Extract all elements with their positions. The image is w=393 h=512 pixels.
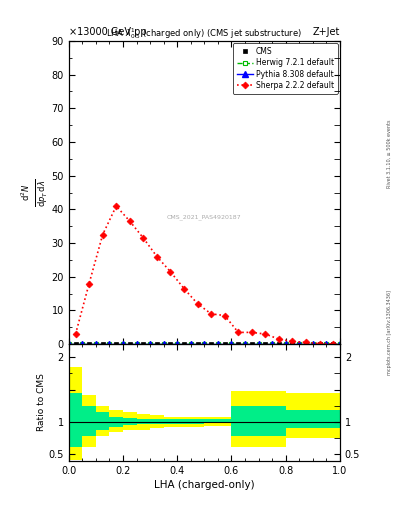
CMS [290, 341, 295, 347]
CMS [209, 341, 213, 347]
CMS [317, 341, 322, 347]
Herwig 7.2.1 default [107, 341, 112, 347]
Text: Z+Jet: Z+Jet [312, 27, 340, 37]
Sherpa 2.2.2 default [141, 235, 146, 241]
Line: Pythia 8.308 default: Pythia 8.308 default [66, 342, 343, 347]
Sherpa 2.2.2 default [250, 329, 254, 335]
Pythia 8.308 default [256, 341, 261, 347]
Sherpa 2.2.2 default [263, 331, 268, 337]
Herwig 7.2.1 default [148, 341, 152, 347]
CMS [141, 341, 146, 347]
Pythia 8.308 default [202, 341, 207, 347]
Pythia 8.308 default [324, 341, 329, 347]
Sherpa 2.2.2 default [277, 336, 281, 342]
Herwig 7.2.1 default [310, 341, 315, 347]
Sherpa 2.2.2 default [317, 340, 322, 347]
Herwig 7.2.1 default [66, 341, 71, 347]
Pythia 8.308 default [134, 341, 139, 347]
Herwig 7.2.1 default [134, 341, 139, 347]
Herwig 7.2.1 default [283, 341, 288, 347]
Herwig 7.2.1 default [94, 341, 98, 347]
Text: mcplots.cern.ch [arXiv:1306.3436]: mcplots.cern.ch [arXiv:1306.3436] [387, 290, 392, 375]
Herwig 7.2.1 default [215, 341, 220, 347]
Pythia 8.308 default [148, 341, 152, 347]
Pythia 8.308 default [310, 341, 315, 347]
Sherpa 2.2.2 default [127, 218, 132, 224]
Pythia 8.308 default [229, 341, 234, 347]
Sherpa 2.2.2 default [182, 286, 186, 292]
Sherpa 2.2.2 default [100, 231, 105, 238]
Herwig 7.2.1 default [161, 341, 166, 347]
Herwig 7.2.1 default [189, 341, 193, 347]
Line: Sherpa 2.2.2 default: Sherpa 2.2.2 default [73, 204, 336, 346]
Pythia 8.308 default [243, 341, 248, 347]
Herwig 7.2.1 default [202, 341, 207, 347]
Sherpa 2.2.2 default [331, 341, 336, 347]
Line: Herwig 7.2.1 default: Herwig 7.2.1 default [66, 342, 342, 347]
Pythia 8.308 default [66, 341, 71, 347]
Pythia 8.308 default [121, 341, 125, 347]
Herwig 7.2.1 default [338, 341, 342, 347]
CMS [195, 341, 200, 347]
Text: ×13000 GeV pp: ×13000 GeV pp [69, 27, 147, 37]
Herwig 7.2.1 default [297, 341, 302, 347]
Sherpa 2.2.2 default [209, 311, 213, 317]
CMS [100, 341, 105, 347]
CMS [87, 341, 92, 347]
Sherpa 2.2.2 default [154, 253, 159, 260]
Line: CMS: CMS [73, 342, 335, 346]
CMS [236, 341, 241, 347]
Text: CMS_2021_PAS4920187: CMS_2021_PAS4920187 [167, 214, 242, 220]
Pythia 8.308 default [215, 341, 220, 347]
Sherpa 2.2.2 default [114, 203, 119, 209]
X-axis label: LHA (charged-only): LHA (charged-only) [154, 480, 255, 490]
Sherpa 2.2.2 default [236, 329, 241, 335]
Text: Rivet 3.1.10, ≥ 500k events: Rivet 3.1.10, ≥ 500k events [387, 119, 392, 188]
Pythia 8.308 default [80, 341, 85, 347]
Pythia 8.308 default [297, 341, 302, 347]
Sherpa 2.2.2 default [87, 281, 92, 287]
Pythia 8.308 default [270, 341, 274, 347]
CMS [127, 341, 132, 347]
Sherpa 2.2.2 default [73, 331, 78, 337]
Sherpa 2.2.2 default [195, 301, 200, 307]
CMS [304, 341, 309, 347]
CMS [182, 341, 186, 347]
Herwig 7.2.1 default [270, 341, 274, 347]
Herwig 7.2.1 default [229, 341, 234, 347]
Sherpa 2.2.2 default [222, 312, 227, 318]
Herwig 7.2.1 default [80, 341, 85, 347]
Sherpa 2.2.2 default [304, 339, 309, 346]
CMS [277, 341, 281, 347]
Herwig 7.2.1 default [175, 341, 180, 347]
Sherpa 2.2.2 default [168, 269, 173, 275]
Pythia 8.308 default [94, 341, 98, 347]
CMS [263, 341, 268, 347]
Pythia 8.308 default [283, 341, 288, 347]
Herwig 7.2.1 default [256, 341, 261, 347]
CMS [73, 341, 78, 347]
Pythia 8.308 default [338, 341, 342, 347]
Pythia 8.308 default [161, 341, 166, 347]
Herwig 7.2.1 default [324, 341, 329, 347]
CMS [331, 341, 336, 347]
Y-axis label: Ratio to CMS: Ratio to CMS [37, 374, 46, 432]
Herwig 7.2.1 default [243, 341, 248, 347]
Pythia 8.308 default [175, 341, 180, 347]
CMS [168, 341, 173, 347]
CMS [222, 341, 227, 347]
CMS [114, 341, 119, 347]
Title: LHA $\lambda^{1}_{0.5}$ (charged only) (CMS jet substructure): LHA $\lambda^{1}_{0.5}$ (charged only) (… [107, 26, 302, 41]
Y-axis label: $\mathrm{d}^2N$
$\overline{\mathrm{d}p_T\,\mathrm{d}\lambda}$: $\mathrm{d}^2N$ $\overline{\mathrm{d}p_T… [20, 179, 50, 207]
Sherpa 2.2.2 default [290, 338, 295, 345]
Legend: CMS, Herwig 7.2.1 default, Pythia 8.308 default, Sherpa 2.2.2 default: CMS, Herwig 7.2.1 default, Pythia 8.308 … [233, 43, 338, 94]
CMS [154, 341, 159, 347]
Pythia 8.308 default [107, 341, 112, 347]
CMS [250, 341, 254, 347]
Herwig 7.2.1 default [121, 341, 125, 347]
Pythia 8.308 default [189, 341, 193, 347]
